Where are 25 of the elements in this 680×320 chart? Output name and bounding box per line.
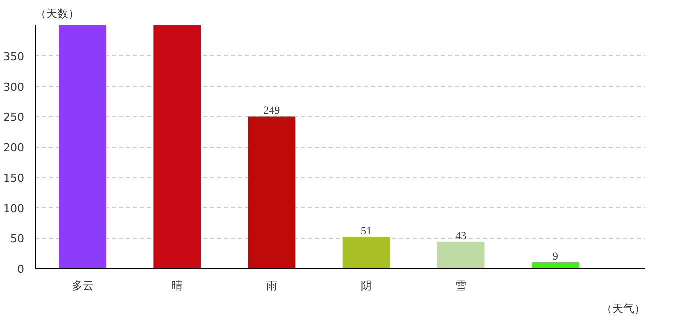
bar	[154, 26, 202, 268]
y-tick-label: 100	[4, 202, 25, 216]
x-tick-label: 晴	[172, 280, 183, 292]
y-tick-label: 0	[18, 263, 24, 276]
bar	[248, 116, 296, 268]
data-label: 249	[264, 105, 281, 118]
x-tick-label: 多云	[72, 280, 94, 292]
x-tick-label: 雪	[456, 280, 467, 292]
x-tick-label: 阴	[361, 280, 372, 292]
data-label: 51	[361, 226, 372, 238]
y-tick-label: 300	[4, 80, 25, 94]
y-tick-label: 150	[4, 172, 25, 185]
y-tick-label: 200	[4, 142, 25, 154]
y-axis-title: （天数）	[36, 8, 80, 20]
x-axis-title: （天气）	[602, 302, 646, 316]
data-label: 43	[456, 230, 468, 242]
y-tick-label: 250	[4, 111, 25, 124]
bar	[532, 262, 580, 268]
y-tick-label: 350	[4, 50, 25, 64]
x-tick-label: 雨	[266, 280, 278, 292]
y-tick-label: 50	[10, 232, 25, 246]
bar	[437, 242, 485, 268]
data-label: 9	[552, 251, 559, 264]
bar	[342, 237, 390, 268]
bar	[59, 26, 106, 268]
